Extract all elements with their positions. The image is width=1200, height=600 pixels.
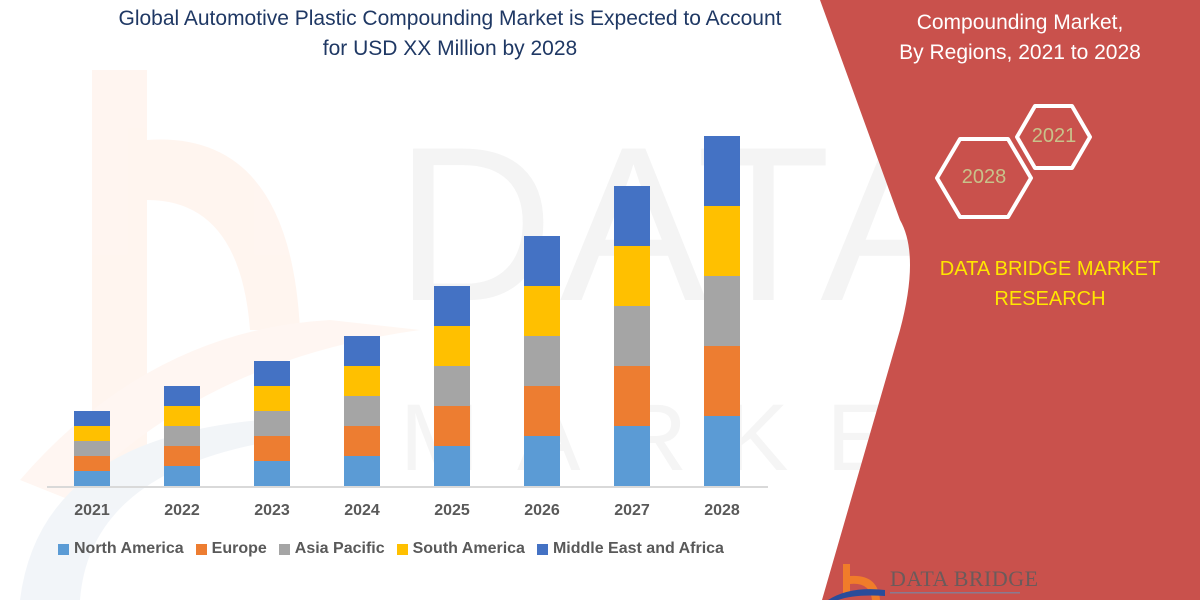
bar-segment-europe [254, 436, 290, 461]
bar-segment-asia-pacific [254, 411, 290, 436]
legend-label: North America [74, 540, 184, 557]
legend-item: North America [58, 540, 184, 558]
bar-segment-south-america [74, 426, 110, 441]
bar-segment-south-america [614, 246, 650, 306]
x-axis-line [47, 486, 768, 488]
bar-segment-asia-pacific [344, 396, 380, 426]
bar-segment-south-america [344, 366, 380, 396]
bar-2025 [434, 286, 470, 486]
bar-segment-south-america [254, 386, 290, 411]
side-title-line-1: Compounding Market, [916, 11, 1124, 34]
x-axis-label: 2022 [164, 502, 200, 519]
legend-item: Middle East and Africa [536, 540, 724, 558]
x-axis-label: 2021 [74, 502, 110, 519]
x-axis-label: 2024 [344, 502, 380, 519]
side-title-line-2: By Regions, 2021 to 2028 [899, 41, 1141, 64]
bar-2022 [164, 386, 200, 486]
hexagon-2021-icon [1015, 104, 1092, 170]
bar-segment-asia-pacific [164, 426, 200, 446]
x-axis-label: 2026 [524, 502, 560, 519]
legend-label: Middle East and Africa [552, 540, 724, 557]
brand-line-1: DATA BRIDGE MARKET [939, 258, 1161, 280]
data-bridge-logo-icon [828, 564, 1020, 600]
bar-segment-middle-east-and-africa [344, 336, 380, 366]
chart-title: Global Automotive Plastic Compounding Ma… [60, 4, 840, 64]
side-panel-shape [820, 0, 1200, 600]
bar-segment-middle-east-and-africa [254, 361, 290, 386]
brand-line-2: RESEARCH [994, 288, 1106, 310]
legend-item: Asia Pacific [278, 540, 385, 558]
bar-segment-asia-pacific [704, 276, 740, 346]
bar-2021 [74, 411, 110, 486]
bar-segment-asia-pacific [524, 336, 560, 386]
bar-segment-europe [164, 446, 200, 466]
bar-segment-north-america [164, 466, 200, 486]
legend-swatch-icon [278, 543, 290, 555]
bar-segment-europe [614, 366, 650, 426]
legend-swatch-icon [396, 543, 408, 555]
bar-segment-south-america [704, 206, 740, 276]
bar-segment-north-america [434, 446, 470, 486]
legend-swatch-icon [58, 543, 69, 555]
legend-label: South America [412, 540, 525, 557]
bar-2024 [344, 336, 380, 486]
logo-watermark-icon [20, 70, 420, 600]
bar-segment-europe [524, 386, 560, 436]
bar-segment-middle-east-and-africa [614, 186, 650, 246]
bar-segment-asia-pacific [434, 366, 470, 406]
bar-segment-middle-east-and-africa [704, 136, 740, 206]
legend-swatch-icon [195, 543, 207, 555]
legend-label: Asia Pacific [294, 540, 385, 557]
legend-swatch-icon [536, 543, 548, 555]
hex-label-2028: 2028 [961, 166, 1007, 188]
bar-segment-europe [344, 426, 380, 456]
bar-segment-north-america [614, 426, 650, 486]
bar-segment-europe [704, 346, 740, 416]
hex-label-2021: 2021 [1031, 125, 1077, 147]
bar-segment-asia-pacific [614, 306, 650, 366]
bar-segment-middle-east-and-africa [524, 236, 560, 286]
x-axis-label: 2027 [614, 502, 650, 519]
bar-segment-europe [434, 406, 470, 446]
bar-segment-north-america [254, 461, 290, 486]
chart-title-line-2: for USD XX Million by 2028 [322, 37, 578, 60]
x-axis-label: 2025 [434, 502, 470, 519]
chart-legend: North America Europe Asia Pacific South Ame… [58, 540, 736, 558]
bar-segment-middle-east-and-africa [74, 411, 110, 426]
bar-segment-middle-east-and-africa [164, 386, 200, 406]
logo-text: DATA BRIDGE [890, 566, 1039, 591]
legend-item: Europe [195, 540, 267, 558]
brand-name: DATA BRIDGE MARKET RESEARCH [900, 254, 1200, 314]
chart-title-line-1: Global Automotive Plastic Compounding Ma… [118, 7, 782, 30]
bar-segment-south-america [434, 326, 470, 366]
bar-segment-south-america [164, 406, 200, 426]
side-panel-title: Compounding Market, By Regions, 2021 to … [860, 8, 1180, 68]
legend-label: Europe [211, 540, 267, 557]
bar-2026 [524, 236, 560, 486]
bar-2027 [614, 186, 650, 486]
bar-segment-europe [74, 456, 110, 471]
bar-2023 [254, 361, 290, 486]
bar-segment-north-america [344, 456, 380, 486]
bar-segment-asia-pacific [74, 441, 110, 456]
bar-2028 [704, 136, 740, 486]
bar-segment-north-america [74, 471, 110, 486]
bar-segment-north-america [704, 416, 740, 486]
bar-segment-middle-east-and-africa [434, 286, 470, 326]
bar-segment-south-america [524, 286, 560, 336]
x-axis-label: 2023 [254, 502, 290, 519]
legend-item: South America [396, 540, 525, 558]
bar-segment-north-america [524, 436, 560, 486]
hexagon-2028-icon [935, 137, 1033, 219]
x-axis-label: 2028 [704, 502, 740, 519]
